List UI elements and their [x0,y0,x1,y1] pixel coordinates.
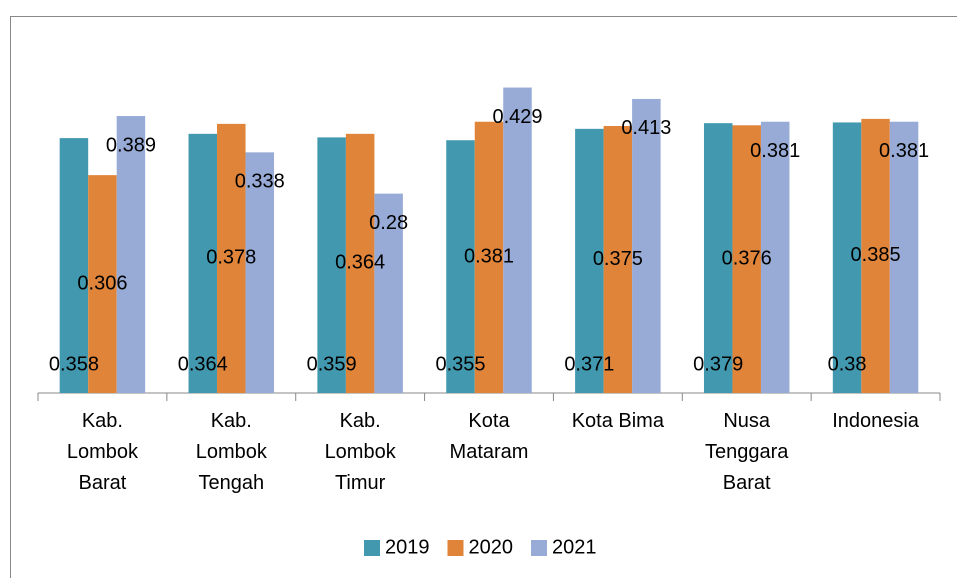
bar [245,152,275,393]
x-tick-label: Kab. Lombok Barat [66,410,138,494]
bar [632,98,661,393]
data-label: 0.38 [828,353,867,375]
x-tick-label: Kab. Lombok Tengah [195,410,267,494]
data-label: 0.359 [307,353,357,375]
data-label: 0.338 [235,171,285,193]
bar [889,121,919,393]
legend-label: 2020 [469,536,514,558]
bar [703,123,733,393]
bar [59,138,89,393]
data-label: 0.381 [750,140,800,162]
data-label: 0.355 [435,353,485,375]
bar [861,118,890,393]
bar [188,133,218,393]
data-label: 0.385 [851,244,901,266]
data-label: 0.379 [693,353,743,375]
bar [217,123,246,393]
bar [446,140,475,393]
bar [732,125,761,394]
data-label: 0.381 [879,140,929,162]
bar [317,137,346,393]
bar [116,116,146,394]
bar [374,193,403,393]
data-label: 0.358 [49,353,99,375]
data-label: 0.429 [492,106,542,128]
data-label: 0.364 [178,353,228,375]
bar [575,128,604,393]
data-label: 0.378 [206,247,256,269]
x-tick-label: Nusa Tenggara Barat [705,410,789,494]
x-tick-label: Indonesia [832,410,919,432]
data-label: 0.381 [464,246,514,268]
bar [345,133,375,393]
bar [603,126,633,393]
data-label: 0.389 [106,134,156,156]
bar [760,121,790,393]
data-label: 0.28 [369,212,408,234]
data-label: 0.371 [564,353,614,375]
bar [832,122,862,393]
bar [503,87,532,393]
legend-swatch [364,540,380,556]
bar [88,175,117,393]
legend-swatch [447,540,464,556]
x-tick-label: Kab. Lombok Timur [324,410,396,494]
x-tick-label: Kota Mataram [449,410,529,463]
legend-label: 2021 [552,536,597,558]
data-label: 0.375 [593,248,643,270]
data-label: 0.376 [722,247,772,269]
data-label: 0.364 [335,252,385,274]
legend-swatch [531,540,547,556]
data-label: 0.306 [77,272,127,294]
data-label: 0.413 [621,117,671,139]
x-tick-label: Kota Bima [571,410,664,432]
legend-label: 2019 [385,536,430,558]
bar [474,121,504,393]
